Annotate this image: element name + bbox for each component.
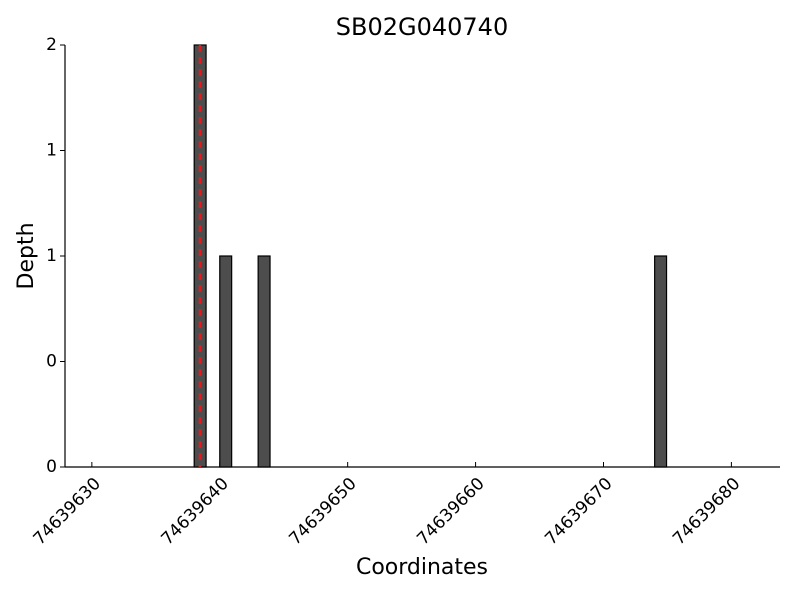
y-tick-label: 0 — [46, 457, 57, 477]
bar — [257, 255, 271, 468]
x-tick-label: 74639660 — [413, 474, 488, 549]
y-tick-label: 1 — [46, 246, 57, 266]
x-tick-label: 74639640 — [158, 474, 233, 549]
x-tick-label: 74639680 — [669, 474, 744, 549]
y-axis-label: Depth — [14, 222, 39, 289]
y-tick-label: 1 — [46, 141, 57, 161]
x-tick-label: 74639630 — [30, 474, 105, 549]
x-tick-label: 74639670 — [541, 474, 616, 549]
y-tick-label: 2 — [46, 35, 57, 55]
bar — [219, 255, 233, 468]
x-tick-label: 74639650 — [285, 474, 360, 549]
bar — [654, 255, 668, 468]
y-tick-label: 0 — [46, 352, 57, 372]
x-axis-label: Coordinates — [356, 555, 488, 580]
chart-title: SB02G040740 — [336, 13, 508, 41]
